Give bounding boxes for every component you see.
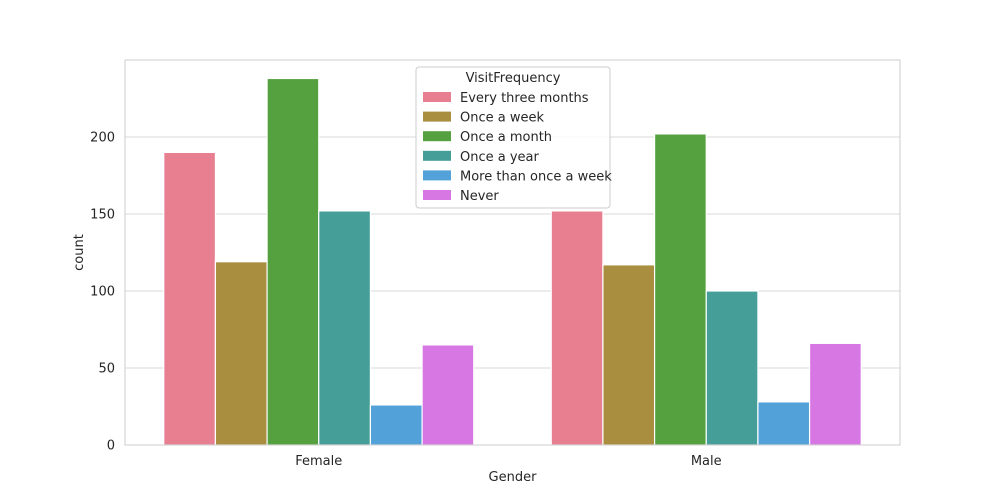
bar-once-a-year-female — [318, 210, 372, 446]
x-tick-label: Female — [295, 454, 342, 469]
bar-every-three-months-female — [163, 151, 217, 446]
legend-items: Every three months Once a week Once a mont… — [423, 91, 612, 204]
bar-more-than-once-a-week-female — [369, 404, 423, 446]
x-axis-label: Gender — [489, 470, 538, 485]
bar-never-male — [808, 342, 862, 446]
bar-once-a-month-male — [653, 133, 707, 446]
legend-label: Once a month — [460, 130, 552, 145]
legend-swatch — [423, 150, 451, 161]
x-tick-label: Male — [691, 454, 722, 469]
legend-swatch — [423, 92, 451, 102]
legend-swatch — [423, 111, 451, 122]
bar-once-a-month-female — [266, 77, 320, 446]
x-tick-labels: Female Male — [295, 454, 721, 469]
y-tick-label: 100 — [90, 285, 115, 300]
bar-more-than-once-a-week-male — [757, 401, 811, 446]
legend-swatch — [423, 170, 451, 181]
plot-area-frame — [124, 59, 901, 446]
y-tick-label: 0 — [107, 439, 115, 454]
legend-label: Once a year — [460, 150, 540, 165]
y-tick-label: 50 — [98, 362, 115, 377]
bar-every-three-months-male — [550, 210, 604, 446]
bar-once-a-week-female — [214, 261, 268, 446]
legend-swatch — [423, 131, 451, 142]
bar-once-a-year-male — [705, 290, 759, 446]
legend-box — [415, 66, 611, 209]
bar-once-a-week-male — [602, 264, 656, 446]
legend: VisitFrequency Every three months Once a … — [415, 66, 612, 209]
legend-swatch — [423, 190, 451, 200]
legend-label: Every three months — [460, 91, 589, 106]
legend-label: Never — [460, 189, 499, 204]
y-tick-label: 200 — [90, 131, 115, 146]
bar-never-female — [421, 344, 475, 446]
legend-label: More than once a week — [460, 169, 612, 184]
legend-title: VisitFrequency — [466, 71, 561, 86]
y-tick-labels: 0 50 100 150 200 — [90, 131, 115, 454]
legend-label: Once a week — [460, 111, 544, 126]
bars — [163, 77, 862, 446]
y-tick-label: 150 — [90, 208, 115, 223]
y-axis-label: count — [72, 234, 87, 271]
